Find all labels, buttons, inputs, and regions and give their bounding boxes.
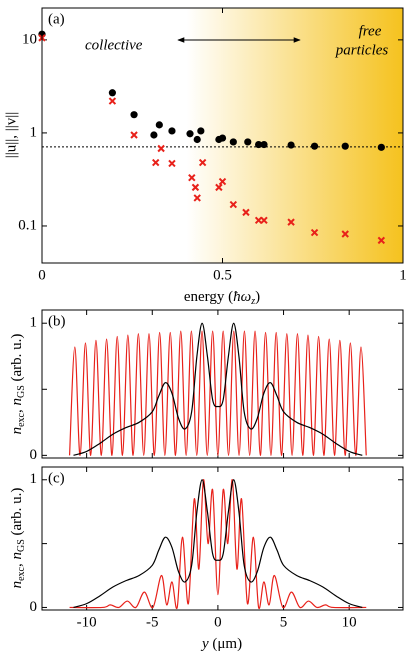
point (188, 174, 196, 182)
axes-frame (41, 309, 404, 459)
point (152, 158, 160, 167)
x-axis-label: energy (ħωz) (184, 289, 260, 307)
label-part: (arb. u.) (9, 488, 25, 540)
point (377, 236, 386, 245)
point (229, 200, 238, 209)
point (168, 159, 176, 168)
point (193, 194, 201, 202)
annotation: collective (85, 37, 143, 53)
y-axis-label: nexc, nGS (arb. u.) (9, 488, 27, 589)
label-part: exc (16, 566, 27, 580)
x-tick-label: 0.5 (213, 267, 232, 283)
point (218, 134, 227, 142)
label-part: (μm) (209, 636, 242, 652)
x-tick-label: 0 (38, 267, 46, 283)
point (130, 131, 138, 139)
x-tick-label: -5 (146, 614, 159, 630)
plot-area (68, 322, 367, 456)
label-part: ħω (233, 289, 251, 305)
label-part: z (250, 296, 255, 307)
point (197, 127, 205, 135)
label-part: y (200, 636, 209, 652)
curve (69, 479, 367, 610)
label-part: n (9, 427, 25, 435)
x-tick-label: 1 (399, 267, 407, 283)
point (287, 218, 295, 226)
point (287, 141, 295, 149)
label-part: energy ( (184, 289, 233, 305)
point (242, 208, 250, 217)
point (260, 140, 268, 149)
point (198, 158, 207, 167)
point (254, 216, 263, 225)
y-tick-label: 1 (30, 471, 38, 487)
y-tick-label: 1 (30, 315, 38, 331)
curve (73, 322, 363, 456)
y-tick-label: 10 (22, 31, 37, 47)
point (229, 138, 237, 146)
axes-frame (41, 7, 404, 264)
point (186, 130, 194, 138)
label-part: ) (255, 289, 260, 305)
x-axis-label: y (μm) (200, 636, 242, 652)
axes-frame (41, 466, 404, 611)
point (215, 183, 223, 192)
x-tick-label: 0 (214, 614, 222, 630)
point (157, 144, 165, 153)
point (341, 230, 349, 238)
label-part: , (9, 560, 25, 568)
x-tick-label: 10 (342, 614, 357, 630)
panel-label: (b) (48, 313, 66, 329)
point (108, 97, 117, 105)
label-part: GS (16, 539, 27, 552)
label-part: n (9, 581, 25, 589)
x-tick-label: -10 (77, 614, 97, 630)
y-tick-label: 0.1 (18, 217, 37, 233)
plot-area (69, 479, 367, 610)
point (218, 177, 227, 186)
point (310, 228, 319, 237)
y-axis-label: ||u||, ||v|| (3, 112, 19, 159)
y-axis-label: nexc, nGS (arb. u.) (9, 334, 27, 435)
point (244, 138, 252, 146)
label-part: n (9, 398, 25, 406)
panel-label: (c) (48, 470, 65, 486)
label-part: exc (16, 412, 27, 426)
point (191, 183, 200, 192)
point (150, 131, 158, 139)
panel-label: (a) (48, 11, 65, 27)
point (108, 89, 116, 97)
point (377, 143, 385, 151)
point (155, 121, 163, 129)
label-part: n (9, 552, 25, 560)
point (255, 140, 263, 149)
curve (68, 330, 367, 456)
y-tick-label: 0 (30, 447, 38, 463)
label-part: (arb. u.) (9, 334, 25, 386)
y-tick-label: 0 (30, 599, 38, 615)
point (260, 216, 268, 225)
point (168, 127, 176, 135)
x-tick-label: 5 (280, 614, 288, 630)
point (193, 135, 201, 144)
point (130, 111, 138, 119)
label-part: GS (16, 385, 27, 398)
label-part: , (9, 406, 25, 414)
point (310, 142, 319, 150)
point (341, 142, 349, 150)
y-tick-label: 1 (30, 124, 38, 140)
annotation: free (359, 23, 382, 39)
curve (73, 479, 363, 609)
annotation: particles (335, 42, 389, 58)
